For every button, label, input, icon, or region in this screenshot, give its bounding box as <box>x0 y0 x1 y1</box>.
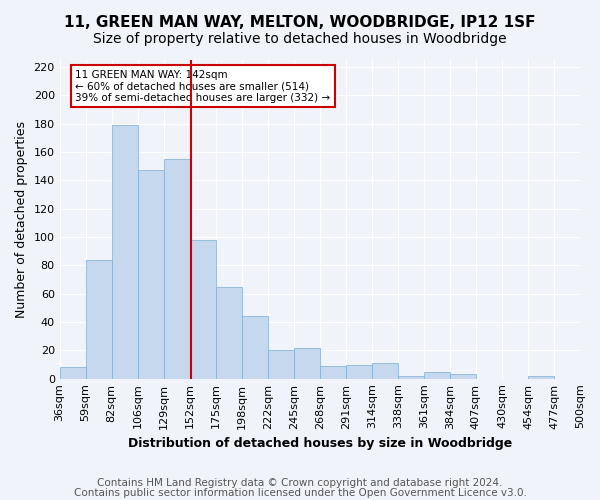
Text: 11, GREEN MAN WAY, MELTON, WOODBRIDGE, IP12 1SF: 11, GREEN MAN WAY, MELTON, WOODBRIDGE, I… <box>64 15 536 30</box>
Y-axis label: Number of detached properties: Number of detached properties <box>15 121 28 318</box>
Text: 11 GREEN MAN WAY: 142sqm
← 60% of detached houses are smaller (514)
39% of semi-: 11 GREEN MAN WAY: 142sqm ← 60% of detach… <box>75 70 331 103</box>
Bar <box>294 348 320 378</box>
Bar <box>216 286 242 378</box>
Bar <box>59 368 86 378</box>
X-axis label: Distribution of detached houses by size in Woodbridge: Distribution of detached houses by size … <box>128 437 512 450</box>
Text: Size of property relative to detached houses in Woodbridge: Size of property relative to detached ho… <box>93 32 507 46</box>
Bar <box>450 374 476 378</box>
Bar <box>346 364 372 378</box>
Bar <box>424 372 450 378</box>
Bar <box>190 240 216 378</box>
Bar <box>242 316 268 378</box>
Bar <box>268 350 294 378</box>
Bar <box>372 363 398 378</box>
Bar <box>86 260 112 378</box>
Bar <box>138 170 164 378</box>
Bar <box>528 376 554 378</box>
Bar <box>112 125 138 378</box>
Bar <box>320 366 346 378</box>
Text: Contains public sector information licensed under the Open Government Licence v3: Contains public sector information licen… <box>74 488 526 498</box>
Text: Contains HM Land Registry data © Crown copyright and database right 2024.: Contains HM Land Registry data © Crown c… <box>97 478 503 488</box>
Bar <box>398 376 424 378</box>
Bar <box>164 159 190 378</box>
